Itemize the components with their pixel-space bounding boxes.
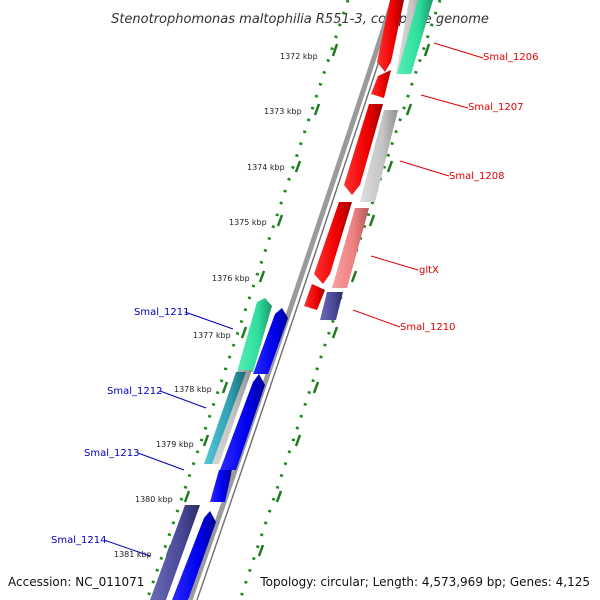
accession-text: Accession: NC_011071	[8, 575, 144, 589]
ruler-tick-label: 1378 kbp	[174, 385, 212, 394]
genome-backbone	[187, 0, 400, 600]
ruler-tick-label: 1380 kbp	[135, 495, 173, 504]
gene-arrow[interactable]	[172, 511, 216, 600]
ruler-tick-label: 1375 kbp	[229, 218, 267, 227]
gene-arrow[interactable]	[253, 308, 288, 374]
gene-arrow[interactable]	[371, 70, 391, 98]
gene-arrow[interactable]	[377, 0, 404, 72]
gene-label-smal-1210[interactable]: Smal_1210	[400, 322, 455, 333]
gene-label-smal-1206[interactable]: Smal_1206	[483, 52, 538, 63]
gene-labels: Smal_1206 Smal_1207 Smal_1208 gltX Smal_…	[51, 52, 538, 546]
ruler-tick-label: 1379 kbp	[156, 440, 194, 449]
gene-arrow[interactable]	[320, 292, 343, 320]
gene-arrow[interactable]	[304, 284, 325, 310]
ruler-tick-label: 1374 kbp	[247, 163, 285, 172]
ruler-tick-label: 1381 kbp	[114, 550, 152, 559]
gene-arrow[interactable]	[314, 202, 352, 284]
gene-arrow[interactable]	[210, 470, 232, 502]
gene-label-smal-1207[interactable]: Smal_1207	[468, 102, 523, 113]
gene-arrow[interactable]	[344, 104, 383, 195]
gene-label-gltx[interactable]: gltX	[419, 265, 439, 276]
ruler-tick-label: 1376 kbp	[212, 274, 250, 283]
ruler-tick-label: 1377 kbp	[193, 331, 231, 340]
outer-ruler	[238, 0, 442, 600]
gene-arrow[interactable]	[204, 372, 246, 464]
position-ruler	[145, 0, 350, 600]
ruler-labels: 1372 kbp 1373 kbp 1374 kbp 1375 kbp 1376…	[114, 52, 318, 559]
leader-lines	[103, 42, 484, 557]
gene-arrow[interactable]	[220, 374, 265, 470]
ruler-tick-label: 1372 kbp	[280, 52, 318, 61]
gene-label-smal-1214[interactable]: Smal_1214	[51, 535, 106, 546]
outer-ruler-ticks	[257, 43, 431, 557]
gene-arrow[interactable]	[360, 110, 398, 202]
gene-arrow[interactable]	[150, 505, 200, 600]
ruler-tick-label: 1373 kbp	[264, 107, 302, 116]
gene-arrow[interactable]	[397, 0, 433, 74]
gene-label-smal-1212[interactable]: Smal_1212	[107, 386, 162, 397]
gene-label-smal-1211[interactable]: Smal_1211	[134, 307, 189, 318]
gene-label-smal-1213[interactable]: Smal_1213	[84, 448, 139, 459]
topology-text: Topology: circular; Length: 4,573,969 bp…	[259, 575, 590, 589]
gene-arrow[interactable]	[237, 298, 272, 372]
gene-arrow[interactable]	[332, 208, 369, 288]
reverse-strand-genes	[150, 298, 288, 600]
gene-label-smal-1208[interactable]: Smal_1208	[449, 171, 504, 182]
forward-strand-genes	[304, 0, 433, 320]
